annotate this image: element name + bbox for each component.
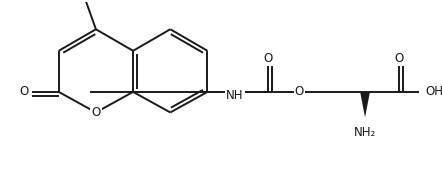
Text: O: O xyxy=(295,85,304,98)
Text: O: O xyxy=(395,52,404,65)
Text: O: O xyxy=(91,106,100,119)
Text: OH: OH xyxy=(426,85,442,98)
Text: NH₂: NH₂ xyxy=(354,126,376,140)
Text: O: O xyxy=(20,85,29,98)
Text: NH: NH xyxy=(226,89,244,102)
Text: O: O xyxy=(263,52,273,65)
Polygon shape xyxy=(360,92,370,117)
